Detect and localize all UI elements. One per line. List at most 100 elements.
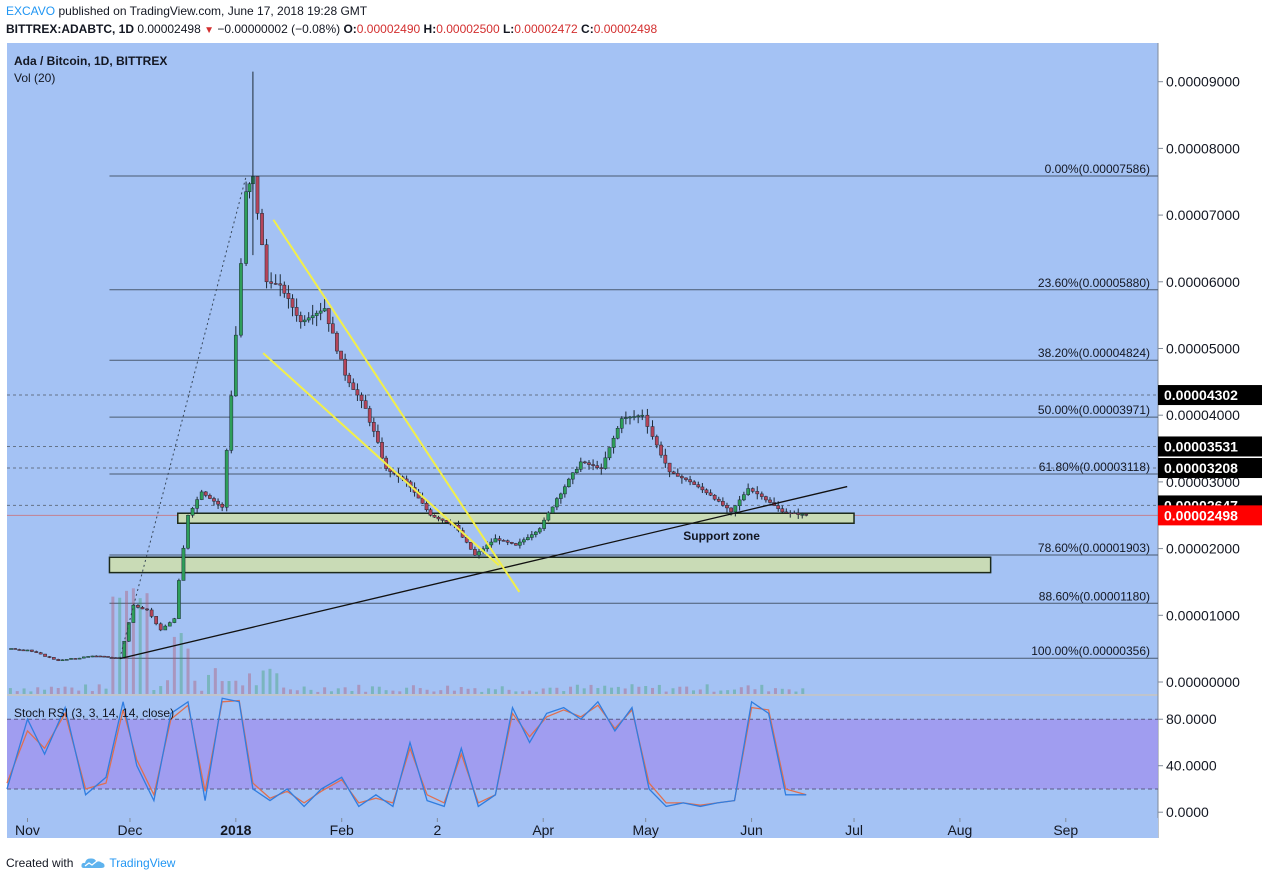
down-arrow-icon: ▼: [204, 25, 214, 36]
candle-body: [776, 505, 781, 509]
fib-level-label: 38.20%(0.00004824): [1038, 346, 1150, 360]
candle-body: [796, 512, 801, 515]
candle-body: [264, 244, 269, 283]
volume-bar: [712, 691, 716, 694]
publisher-link[interactable]: EXCAVO: [6, 4, 56, 18]
candle-body: [514, 543, 518, 546]
candle-body: [650, 426, 655, 437]
candle-body: [566, 478, 571, 488]
x-tick-label: Dec: [118, 822, 143, 838]
volume-bar: [329, 691, 333, 694]
publish-info: EXCAVO published on TradingView.com, Jun…: [6, 4, 367, 18]
volume-bar: [432, 691, 436, 694]
candle-body: [343, 358, 347, 376]
volume-bar: [43, 689, 47, 694]
volume-bar: [220, 681, 224, 694]
volume-bar: [575, 684, 579, 694]
candle-body: [509, 542, 514, 544]
chart-canvas[interactable]: 0.000000000.000010000.000020000.00003000…: [0, 40, 1264, 850]
volume-bar: [678, 686, 682, 694]
y-tick-label: 0.00001000: [1166, 607, 1240, 623]
volume-bar: [780, 688, 784, 694]
candle-body: [216, 500, 220, 505]
y-tick-label: 0.00002000: [1166, 541, 1240, 557]
candle-body: [563, 486, 567, 495]
candle-body: [199, 491, 204, 500]
candle-body: [81, 656, 86, 659]
candle-body: [56, 659, 61, 661]
candle-body: [473, 549, 477, 556]
candle-body: [428, 509, 433, 516]
volume-bar: [357, 684, 361, 694]
chart-title: Ada / Bitcoin, 1D, BITTREX: [14, 54, 167, 68]
volume-bar: [131, 588, 135, 694]
volume-bar: [405, 687, 409, 694]
volume-bar: [172, 636, 176, 694]
x-tick-label: Jun: [740, 822, 763, 838]
volume-bar: [466, 688, 470, 694]
candle-body: [17, 649, 22, 651]
candle-body: [800, 514, 805, 516]
candle-body: [501, 540, 506, 542]
candle-body: [497, 538, 502, 541]
candle-body: [371, 422, 376, 432]
volume-bar: [746, 685, 750, 694]
volume-bar: [630, 684, 634, 694]
fib-level-label: 100.00%(0.00000356): [1031, 644, 1150, 658]
candle-body: [25, 649, 30, 652]
volume-bar: [193, 680, 197, 694]
candle-body: [77, 657, 82, 660]
candle-body: [537, 528, 542, 533]
candle-body: [60, 659, 65, 662]
candle-body: [640, 414, 645, 417]
candle-body: [47, 656, 52, 658]
close-value: 0.00002498: [593, 22, 658, 36]
volume-bar: [49, 686, 53, 694]
tradingview-cloud-icon: [81, 858, 105, 868]
candle-body: [607, 447, 612, 459]
candle-body: [229, 395, 234, 451]
candle-body: [680, 476, 684, 479]
volume-bar: [671, 688, 675, 694]
candle-body: [804, 514, 809, 516]
candle-body: [355, 389, 360, 396]
price-tag-box: [1158, 436, 1262, 457]
candle-body: [98, 655, 103, 658]
volume-bar: [377, 686, 381, 694]
volume-bar: [384, 690, 388, 694]
candle-body: [688, 479, 692, 483]
volume-bar: [350, 690, 354, 694]
candle-body: [21, 649, 26, 652]
volume-bar: [22, 688, 26, 694]
candle-body: [692, 481, 697, 485]
stoch-y-tick-label: 80.0000: [1166, 711, 1217, 727]
impulse-dotted-line: [119, 176, 247, 659]
volume-bar: [77, 690, 81, 694]
volume-bar: [685, 686, 689, 694]
candle-body: [131, 605, 136, 623]
volume-bar: [692, 690, 696, 694]
x-tick-label: Aug: [947, 822, 972, 838]
candle-body: [595, 465, 600, 468]
candle-body: [708, 492, 713, 496]
candle-body: [704, 489, 709, 494]
volume-bar: [309, 689, 313, 694]
volume-bar: [70, 687, 74, 694]
candle-body: [260, 213, 264, 246]
candle-body: [113, 657, 118, 659]
candle-body: [318, 310, 323, 314]
tradingview-link[interactable]: TradingView: [81, 856, 175, 870]
high-value: 0.00002500: [436, 22, 500, 36]
candle-body: [746, 488, 750, 495]
y-tick-label: 0.00004000: [1166, 407, 1240, 423]
candle-body: [102, 655, 106, 658]
x-tick-label: Feb: [330, 822, 354, 838]
candle-body: [440, 518, 445, 521]
candle-body: [489, 541, 494, 546]
volume-bar: [582, 688, 586, 694]
price-tag-box: [1158, 458, 1262, 479]
volume-bar: [391, 690, 395, 694]
candle-body: [294, 307, 299, 316]
candle-body: [529, 534, 534, 538]
volume-bar: [562, 691, 566, 694]
